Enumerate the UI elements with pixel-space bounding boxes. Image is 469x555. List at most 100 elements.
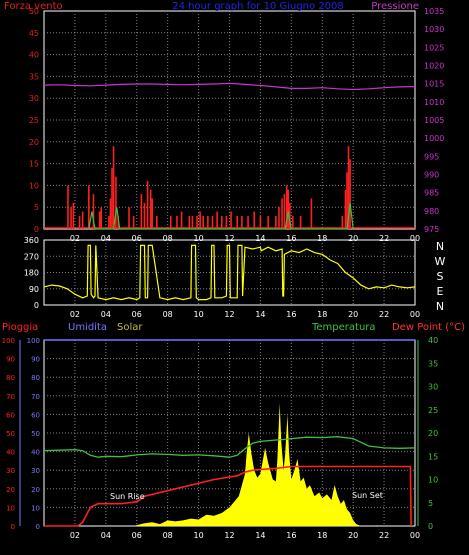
y-tick-label: 5 [428,499,433,508]
x-tick-label: 20 [348,310,358,319]
y-tick-label: 35 [29,72,39,81]
wind-direction-series [43,244,416,301]
x-tick-label: 14 [255,234,265,243]
humidity-tick-label: 50 [31,430,40,438]
x-tick-label: 06 [132,234,142,243]
rain-tick-label: 90 [6,356,15,364]
pressure-line [43,82,416,91]
y-tick-label: 1025 [424,43,444,52]
x-tick-label: 20 [348,234,358,243]
rain-line [44,465,412,527]
rain-tick-label: 50 [6,430,15,438]
humidity-axis-label: Umidita [68,322,107,333]
x-tick-label: 20 [348,531,358,540]
y-tick-label: 0 [34,301,39,310]
humidity-tick-label: 70 [31,393,40,401]
x-tick-label: 12 [224,234,234,243]
x-tick-label: 06 [132,310,142,319]
humidity-tick-label: 40 [31,449,40,457]
y-tick-label: 1020 [424,62,444,71]
temperature-axis-label: Temperatura [311,322,376,333]
y-tick-label: 1030 [424,25,444,34]
rain-temp-grid [44,340,415,526]
y-tick-label: 90 [29,285,39,294]
y-tick-label: 360 [24,236,39,245]
humidity-tick-label: 100 [27,337,40,345]
x-tick-label: 08 [163,310,173,319]
wind-pressure-grid [44,11,415,229]
wind-speed-ticks: 0 5 10 15 20 25 30 35 40 45 50 [29,7,39,234]
rain-tick-label: 80 [6,374,15,382]
y-tick-label: 1010 [424,98,444,107]
x-tick-label: 00 [410,531,420,540]
x-tick-label: 22 [379,310,389,319]
gust-line [88,202,354,230]
wind-pressure-series [43,82,416,230]
compass-label: S [437,270,444,283]
dew-point-axis-label: Dew Point (°C) [392,322,465,333]
x-tick-label: 18 [317,310,327,319]
x-tick-label: 02 [70,310,80,319]
y-tick-label: 975 [424,225,439,234]
rain-humidity-ticks: 0 0 10 10 20 20 30 30 40 40 50 50 60 60 70 70 80 80 90 90 10… [2,337,40,531]
y-tick-label: 35 [428,359,438,368]
rain-temp-series [43,339,416,527]
chart-title: 24 hour graph for 10 Giugno 2008 [172,1,344,12]
y-tick-label: 980 [424,207,439,216]
compass-label: N [436,300,444,313]
x-tick-label: 12 [224,310,234,319]
humidity-tick-label: 20 [31,486,40,494]
rain-tick-label: 30 [6,467,15,475]
wind-direction-x-ticks: 02 04 06 08 10 12 14 16 18 20 22 00 [70,310,420,319]
sun-set-annotation: Sun Set [352,491,383,500]
rain-tick-label: 100 [2,337,15,345]
x-tick-label: 10 [193,310,203,319]
y-tick-label: 1015 [424,80,444,89]
y-tick-label: 1005 [424,116,444,125]
x-tick-label: 18 [317,531,327,540]
compass-label: W [435,255,446,268]
x-tick-label: 16 [286,310,296,319]
x-tick-label: 00 [410,310,420,319]
y-tick-label: 30 [428,383,438,392]
x-tick-label: 06 [132,531,142,540]
wind-speed-axis-label: Forza vento [4,1,63,12]
rain-temp-x-ticks: 02 04 06 08 10 12 14 16 18 20 22 00 [70,531,420,540]
y-tick-label: 25 [29,116,39,125]
y-tick-label: 20 [428,429,438,438]
x-tick-label: 12 [224,531,234,540]
rain-tick-label: 40 [6,449,15,457]
pressure-ticks: 975 980 985 990 995 1000 1005 1010 1015 1020 1025 1… [424,7,444,234]
y-tick-label: 0 [34,225,39,234]
humidity-tick-label: 10 [31,504,40,512]
x-tick-label: 16 [286,531,296,540]
humidity-tick-label: 0 [36,523,40,531]
x-tick-label: 02 [70,531,80,540]
x-tick-label: 14 [255,531,265,540]
compass-label: E [437,285,444,298]
x-tick-label: 22 [379,531,389,540]
x-tick-label: 10 [193,531,203,540]
y-tick-label: 1000 [424,134,444,143]
x-tick-label: 02 [70,234,80,243]
rain-tick-label: 0 [11,523,15,531]
x-tick-label: 08 [163,531,173,540]
y-tick-label: 180 [24,269,39,278]
temperature-ticks: 0 5 10 15 20 25 30 35 40 [428,336,438,531]
y-tick-label: 15 [29,160,39,169]
x-tick-label: 16 [286,234,296,243]
y-tick-label: 45 [29,29,39,38]
y-tick-label: 10 [29,181,39,190]
humidity-tick-label: 80 [31,374,40,382]
rain-axis-label: Pioggia [2,322,38,333]
rain-tick-label: 60 [6,411,15,419]
y-tick-label: 1035 [424,7,444,16]
x-tick-label: 14 [255,310,265,319]
humidity-tick-label: 30 [31,467,40,475]
solar-axis-label: Solar [117,322,143,333]
